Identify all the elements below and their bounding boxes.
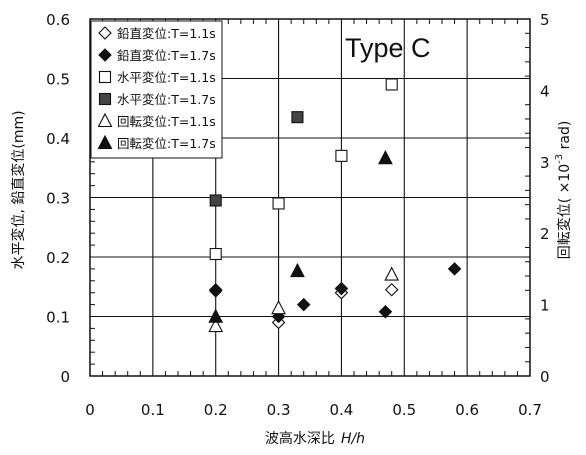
chart-annotation: Type C <box>345 33 431 63</box>
data-point <box>296 297 311 312</box>
y-right-tick-label: 4 <box>540 82 550 100</box>
data-markers <box>208 78 462 333</box>
x-tick-label: 0.4 <box>329 401 353 419</box>
x-axis-title-var: H/h <box>341 431 365 447</box>
y-left-tick-label: 0.3 <box>46 190 70 208</box>
y-right-title-exponent: -3 <box>554 154 565 164</box>
y-right-title-prefix: 回転変位( ×10 <box>556 164 573 259</box>
legend-label: 水平変位:T=1.1s <box>117 70 216 85</box>
legend-symbol <box>97 112 113 128</box>
data-point <box>290 262 305 278</box>
x-tick-label: 0.3 <box>267 401 291 419</box>
y-left-tick-label: 0.1 <box>46 309 70 327</box>
data-point <box>384 266 400 281</box>
y-right-tick-label: 3 <box>540 154 550 172</box>
series-5 <box>208 266 400 333</box>
data-point <box>209 247 222 261</box>
legend-label: 回転変位:T=1.1s <box>117 114 216 129</box>
legend-label: 水平変位:T=1.7s <box>117 92 216 107</box>
y-left-tick-label: 0.2 <box>46 249 70 267</box>
series-3 <box>209 78 398 261</box>
legend-symbol <box>98 48 112 62</box>
y-left-tick-label: 0.6 <box>46 11 70 29</box>
x-tick-label: 0.5 <box>392 401 416 419</box>
legend-box <box>90 20 223 159</box>
y-right-tick-labels: 0 1 2 3 4 5 <box>540 11 550 386</box>
y-left-tick-label: 0.4 <box>46 130 70 148</box>
data-point <box>208 284 223 298</box>
y-right-tick-label: 0 <box>540 368 550 386</box>
series-4 <box>209 111 304 207</box>
x-tick-labels: 0 0.1 0.2 0.3 0.4 0.5 0.6 0.7 <box>85 401 542 419</box>
data-point <box>378 304 393 319</box>
legend-label: 鉛直変位:T=1.1s <box>117 26 216 41</box>
x-tick-label: 0.1 <box>141 401 165 419</box>
series-6 <box>208 150 393 323</box>
data-point <box>272 197 285 210</box>
data-point <box>385 78 398 91</box>
x-axis-title: 波高水深比 H/h <box>265 430 365 447</box>
legend: 鉛直変位:T=1.1s 鉛直変位:T=1.7s 水平変位:T=1.1s 水平変位:T=… <box>90 20 223 159</box>
data-point <box>291 111 304 124</box>
y-left-tick-label: 0.5 <box>46 71 70 89</box>
y-right-tick-label: 2 <box>540 225 550 243</box>
legend-symbol <box>98 70 112 84</box>
x-axis-title-text: 波高水深比 <box>265 430 335 447</box>
y-right-title-suffix: rad) <box>557 121 573 154</box>
legend-label: 回転変位:T=1.7s <box>117 136 216 151</box>
data-point <box>447 262 462 276</box>
x-tick-label: 0.2 <box>204 401 228 419</box>
data-point <box>334 281 349 296</box>
data-point <box>208 308 224 323</box>
plot-frame <box>89 18 531 377</box>
legend-symbol <box>98 92 112 106</box>
data-point <box>335 149 348 162</box>
y-left-tick-labels: 0 0.1 0.2 0.3 0.4 0.5 0.6 <box>46 11 70 386</box>
y-left-axis-title: 水平変位, 鉛直変位(mm) <box>10 110 27 269</box>
y-right-tick-label: 1 <box>540 297 550 315</box>
data-point <box>384 282 399 297</box>
x-tick-label: 0.7 <box>518 401 542 419</box>
y-left-tick-label: 0 <box>60 368 70 386</box>
data-point <box>271 299 286 315</box>
legend-symbol <box>98 26 112 40</box>
legend-label: 鉛直変位:T=1.7s <box>117 48 216 63</box>
legend-symbol <box>97 134 113 150</box>
y-right-axis-title: 回転変位( ×10-3 rad) <box>554 121 573 260</box>
data-point <box>378 150 393 165</box>
y-right-tick-label: 5 <box>540 11 550 29</box>
x-tick-label: 0 <box>85 401 95 419</box>
data-point <box>209 194 222 207</box>
data-point <box>208 317 224 333</box>
x-tick-label: 0.6 <box>455 401 479 419</box>
series-2 <box>208 262 462 324</box>
